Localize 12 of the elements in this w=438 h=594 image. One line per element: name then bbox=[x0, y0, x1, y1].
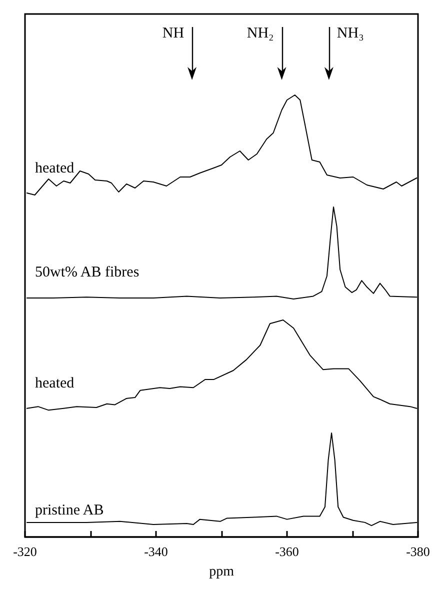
ref-line-label: NH₂ bbox=[246, 26, 274, 42]
ref-line-label: NH₃ bbox=[336, 26, 364, 42]
x-tick-label: -380 bbox=[406, 544, 430, 559]
series-label: heated bbox=[35, 160, 75, 176]
x-tick-label: -360 bbox=[275, 544, 299, 559]
series-label: 50wt% AB fibres bbox=[35, 264, 140, 280]
series-label: heated bbox=[35, 376, 75, 392]
ref-line-label: NH bbox=[162, 26, 184, 42]
x-tick-label: -320 bbox=[13, 544, 37, 559]
x-tick-label: -340 bbox=[144, 544, 168, 559]
x-axis-title: ppm bbox=[209, 564, 234, 580]
series-label: pristine AB bbox=[35, 502, 104, 518]
